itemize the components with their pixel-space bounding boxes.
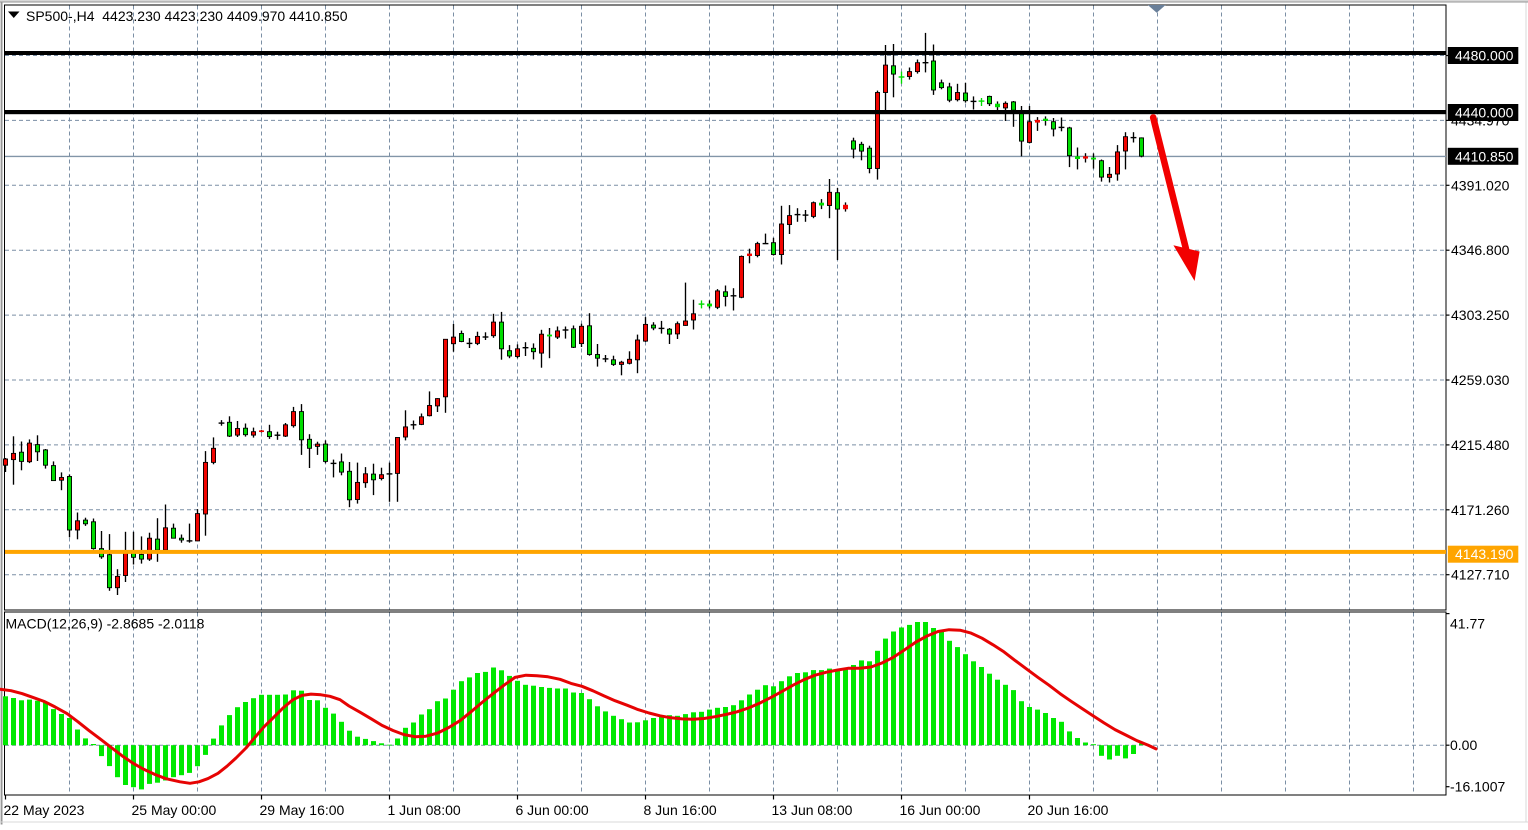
svg-text:6 Jun 00:00: 6 Jun 00:00: [516, 802, 589, 818]
svg-text:-16.1007: -16.1007: [1450, 779, 1505, 795]
svg-text:4171.260: 4171.260: [1451, 502, 1510, 518]
svg-text:20 Jun 16:00: 20 Jun 16:00: [1028, 802, 1109, 818]
svg-text:16 Jun 00:00: 16 Jun 00:00: [900, 802, 981, 818]
svg-text:22 May 2023: 22 May 2023: [4, 802, 85, 818]
svg-text:4215.480: 4215.480: [1451, 437, 1510, 453]
svg-text:4303.250: 4303.250: [1451, 307, 1510, 323]
svg-text:41.77: 41.77: [1450, 615, 1485, 631]
svg-text:13 Jun 08:00: 13 Jun 08:00: [772, 802, 853, 818]
svg-text:MACD(12,26,9) -2.8685 -2.0118: MACD(12,26,9) -2.8685 -2.0118: [6, 615, 205, 631]
svg-text:4259.030: 4259.030: [1451, 372, 1510, 388]
svg-text:4346.800: 4346.800: [1451, 242, 1510, 258]
svg-text:29 May 16:00: 29 May 16:00: [260, 802, 345, 818]
svg-text:4410.850: 4410.850: [1455, 148, 1514, 164]
svg-text:4127.710: 4127.710: [1451, 567, 1510, 583]
svg-text:4440.000: 4440.000: [1455, 105, 1514, 121]
svg-text:4143.190: 4143.190: [1455, 546, 1514, 562]
svg-text:4391.020: 4391.020: [1451, 177, 1510, 193]
svg-text:4480.000: 4480.000: [1455, 48, 1514, 64]
svg-text:1 Jun 08:00: 1 Jun 08:00: [388, 802, 461, 818]
svg-text:0.00: 0.00: [1450, 737, 1477, 753]
svg-text:25 May 00:00: 25 May 00:00: [132, 802, 217, 818]
svg-text:SP500-,H4 4423.230 4423.230 4: SP500-,H4 4423.230 4423.230 4409.970 441…: [26, 8, 348, 24]
svg-text:8 Jun 16:00: 8 Jun 16:00: [644, 802, 717, 818]
